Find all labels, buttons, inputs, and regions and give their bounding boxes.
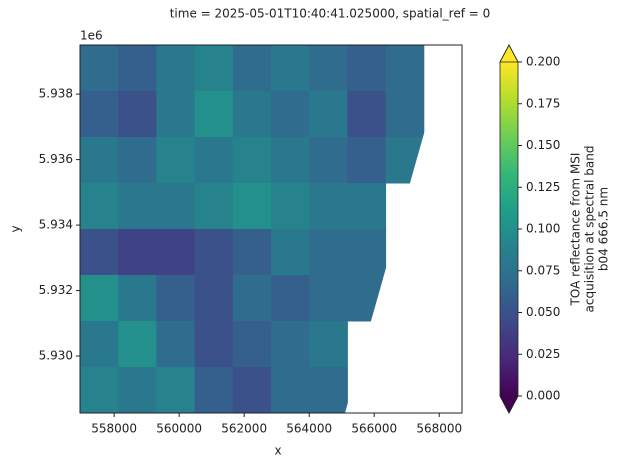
raster-cell — [118, 321, 157, 368]
colorbar — [500, 62, 518, 396]
raster-cell — [232, 321, 272, 368]
chart-title: time = 2025-05-01T10:40:41.025000, spati… — [170, 7, 491, 21]
raster-cell — [118, 229, 157, 276]
raster-cell — [385, 45, 425, 92]
y-tick-label: 5.936 — [39, 152, 73, 166]
raster-cell — [232, 45, 272, 92]
raster-cell — [194, 45, 234, 92]
y-tick-label: 5.932 — [39, 283, 73, 297]
y-axis-label: y — [9, 225, 23, 232]
raster-cell — [156, 229, 196, 276]
raster-cell — [232, 367, 272, 414]
raster-cell — [80, 137, 119, 184]
raster-cell — [309, 229, 348, 276]
raster-cell — [194, 137, 234, 184]
raster-cell — [271, 229, 310, 276]
raster-cell — [80, 321, 119, 368]
no-data-region — [345, 45, 462, 413]
colorbar-tick-label: 0.150 — [526, 138, 560, 152]
raster-cell — [118, 45, 157, 92]
raster-cell — [385, 91, 425, 138]
raster-cell — [156, 91, 196, 138]
axes-frame — [79, 44, 463, 414]
colorbar-label-line: TOA reflectance from MSI — [569, 153, 583, 307]
raster-cell — [232, 229, 272, 276]
raster-cell — [194, 183, 234, 230]
raster-cell — [156, 137, 196, 184]
x-axis-label: x — [274, 444, 281, 458]
colorbar-tick-label: 0.000 — [526, 389, 560, 403]
raster-cell — [80, 45, 119, 92]
raster-cell — [156, 321, 196, 368]
raster-cell — [309, 91, 348, 138]
colorbar-tick-label: 0.025 — [526, 347, 560, 361]
x-tick-label: 562000 — [221, 422, 267, 436]
colorbar-tick-label: 0.050 — [526, 305, 560, 319]
raster-cell — [232, 137, 272, 184]
raster-cell — [194, 229, 234, 276]
raster-cell — [232, 91, 272, 138]
raster-cell — [271, 45, 310, 92]
raster-cell — [232, 275, 272, 322]
raster-cell — [80, 367, 119, 414]
raster-cell — [347, 229, 387, 276]
raster-cell — [194, 321, 234, 368]
raster-cell — [347, 137, 387, 184]
raster-cell — [156, 275, 196, 322]
raster-cell — [118, 275, 157, 322]
colorbar-label: TOA reflectance from MSI acquisition at … — [569, 146, 611, 313]
raster-cell — [271, 183, 310, 230]
raster-cell — [309, 183, 348, 230]
raster-cell — [194, 91, 234, 138]
raster-cell — [309, 367, 348, 414]
raster-cell — [156, 45, 196, 92]
raster-cell — [309, 321, 348, 368]
raster-cell — [232, 183, 272, 230]
x-tick-label: 564000 — [286, 422, 332, 436]
x-tick-label: 568000 — [416, 422, 462, 436]
colorbar-tick-label: 0.125 — [526, 180, 560, 194]
raster-cell — [156, 183, 196, 230]
x-tick-label: 566000 — [351, 422, 397, 436]
raster-cell — [271, 275, 310, 322]
raster-cell — [347, 45, 387, 92]
raster-cell — [271, 137, 310, 184]
colorbar-extend-min — [499, 395, 519, 414]
raster-cell — [80, 183, 119, 230]
colorbar-label-line: acquisition at spectral band — [583, 146, 597, 313]
raster-cell — [309, 45, 348, 92]
raster-cell — [118, 91, 157, 138]
raster-cell — [271, 91, 310, 138]
raster-cell — [271, 367, 310, 414]
y-tick-label: 5.930 — [39, 349, 73, 363]
raster-cell — [80, 229, 119, 276]
y-tick-label: 5.938 — [39, 87, 73, 101]
colorbar-extend-max — [499, 44, 519, 63]
raster-cell — [347, 91, 387, 138]
raster-cell — [347, 183, 387, 230]
x-tick-label: 558000 — [91, 422, 137, 436]
raster-cell — [80, 91, 119, 138]
raster-cell — [309, 137, 348, 184]
raster — [80, 45, 425, 414]
colorbar-tick-label: 0.175 — [526, 96, 560, 110]
raster-cell — [118, 367, 157, 414]
colorbar-tick-label: 0.075 — [526, 263, 560, 277]
y-offset-text: 1e6 — [80, 29, 103, 43]
colorbar-tick-label: 0.200 — [526, 55, 560, 69]
raster-cell — [271, 321, 310, 368]
y-tick-label: 5.934 — [39, 218, 73, 232]
colorbar-label-line: b04 666.5 nm — [597, 187, 611, 271]
raster-cell — [194, 367, 234, 414]
x-tick-label: 560000 — [156, 422, 202, 436]
colorbar-tick-label: 0.100 — [526, 222, 560, 236]
raster-cell — [156, 367, 196, 414]
raster-cell — [118, 137, 157, 184]
raster-cell — [309, 275, 348, 322]
raster-cell — [194, 275, 234, 322]
raster-cell — [118, 183, 157, 230]
raster-cell — [80, 275, 119, 322]
